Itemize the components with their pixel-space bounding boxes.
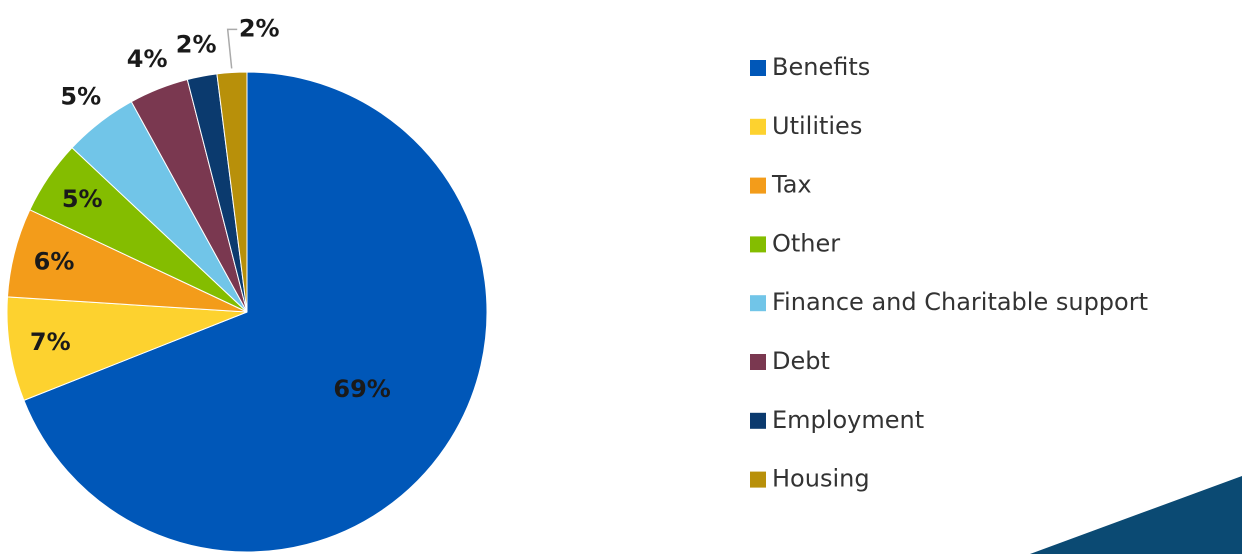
data-label: 5% xyxy=(62,185,103,213)
legend-swatch xyxy=(750,236,766,253)
legend-label: Employment xyxy=(772,406,924,434)
data-label: 5% xyxy=(60,83,101,111)
pie-slice xyxy=(23,71,488,553)
legend-swatch xyxy=(750,60,766,76)
legend-swatch xyxy=(750,295,766,312)
legend-label: Utilities xyxy=(772,112,862,140)
legend-swatch xyxy=(750,118,766,135)
legend-label: Tax xyxy=(771,171,812,199)
data-label: 69% xyxy=(333,375,390,403)
legend-label: Other xyxy=(772,229,840,257)
data-label: 4% xyxy=(127,45,168,73)
legend-label: Debt xyxy=(772,347,830,375)
legend-swatch xyxy=(750,471,766,488)
legend-swatch xyxy=(750,177,766,194)
legend-label: Housing xyxy=(772,465,870,493)
legend-label: Benefits xyxy=(772,53,870,81)
data-label: 6% xyxy=(34,247,75,275)
leader-line xyxy=(226,28,238,69)
data-label: 2% xyxy=(176,31,217,59)
pie-slice xyxy=(216,71,248,313)
legend-label: Finance and Charitable support xyxy=(772,288,1148,316)
decoration xyxy=(1030,476,1242,554)
data-label: 2% xyxy=(239,14,280,42)
legend-swatch xyxy=(750,412,766,429)
legend-swatch xyxy=(750,354,766,370)
pie-slice xyxy=(6,296,248,401)
data-label: 7% xyxy=(30,328,71,356)
